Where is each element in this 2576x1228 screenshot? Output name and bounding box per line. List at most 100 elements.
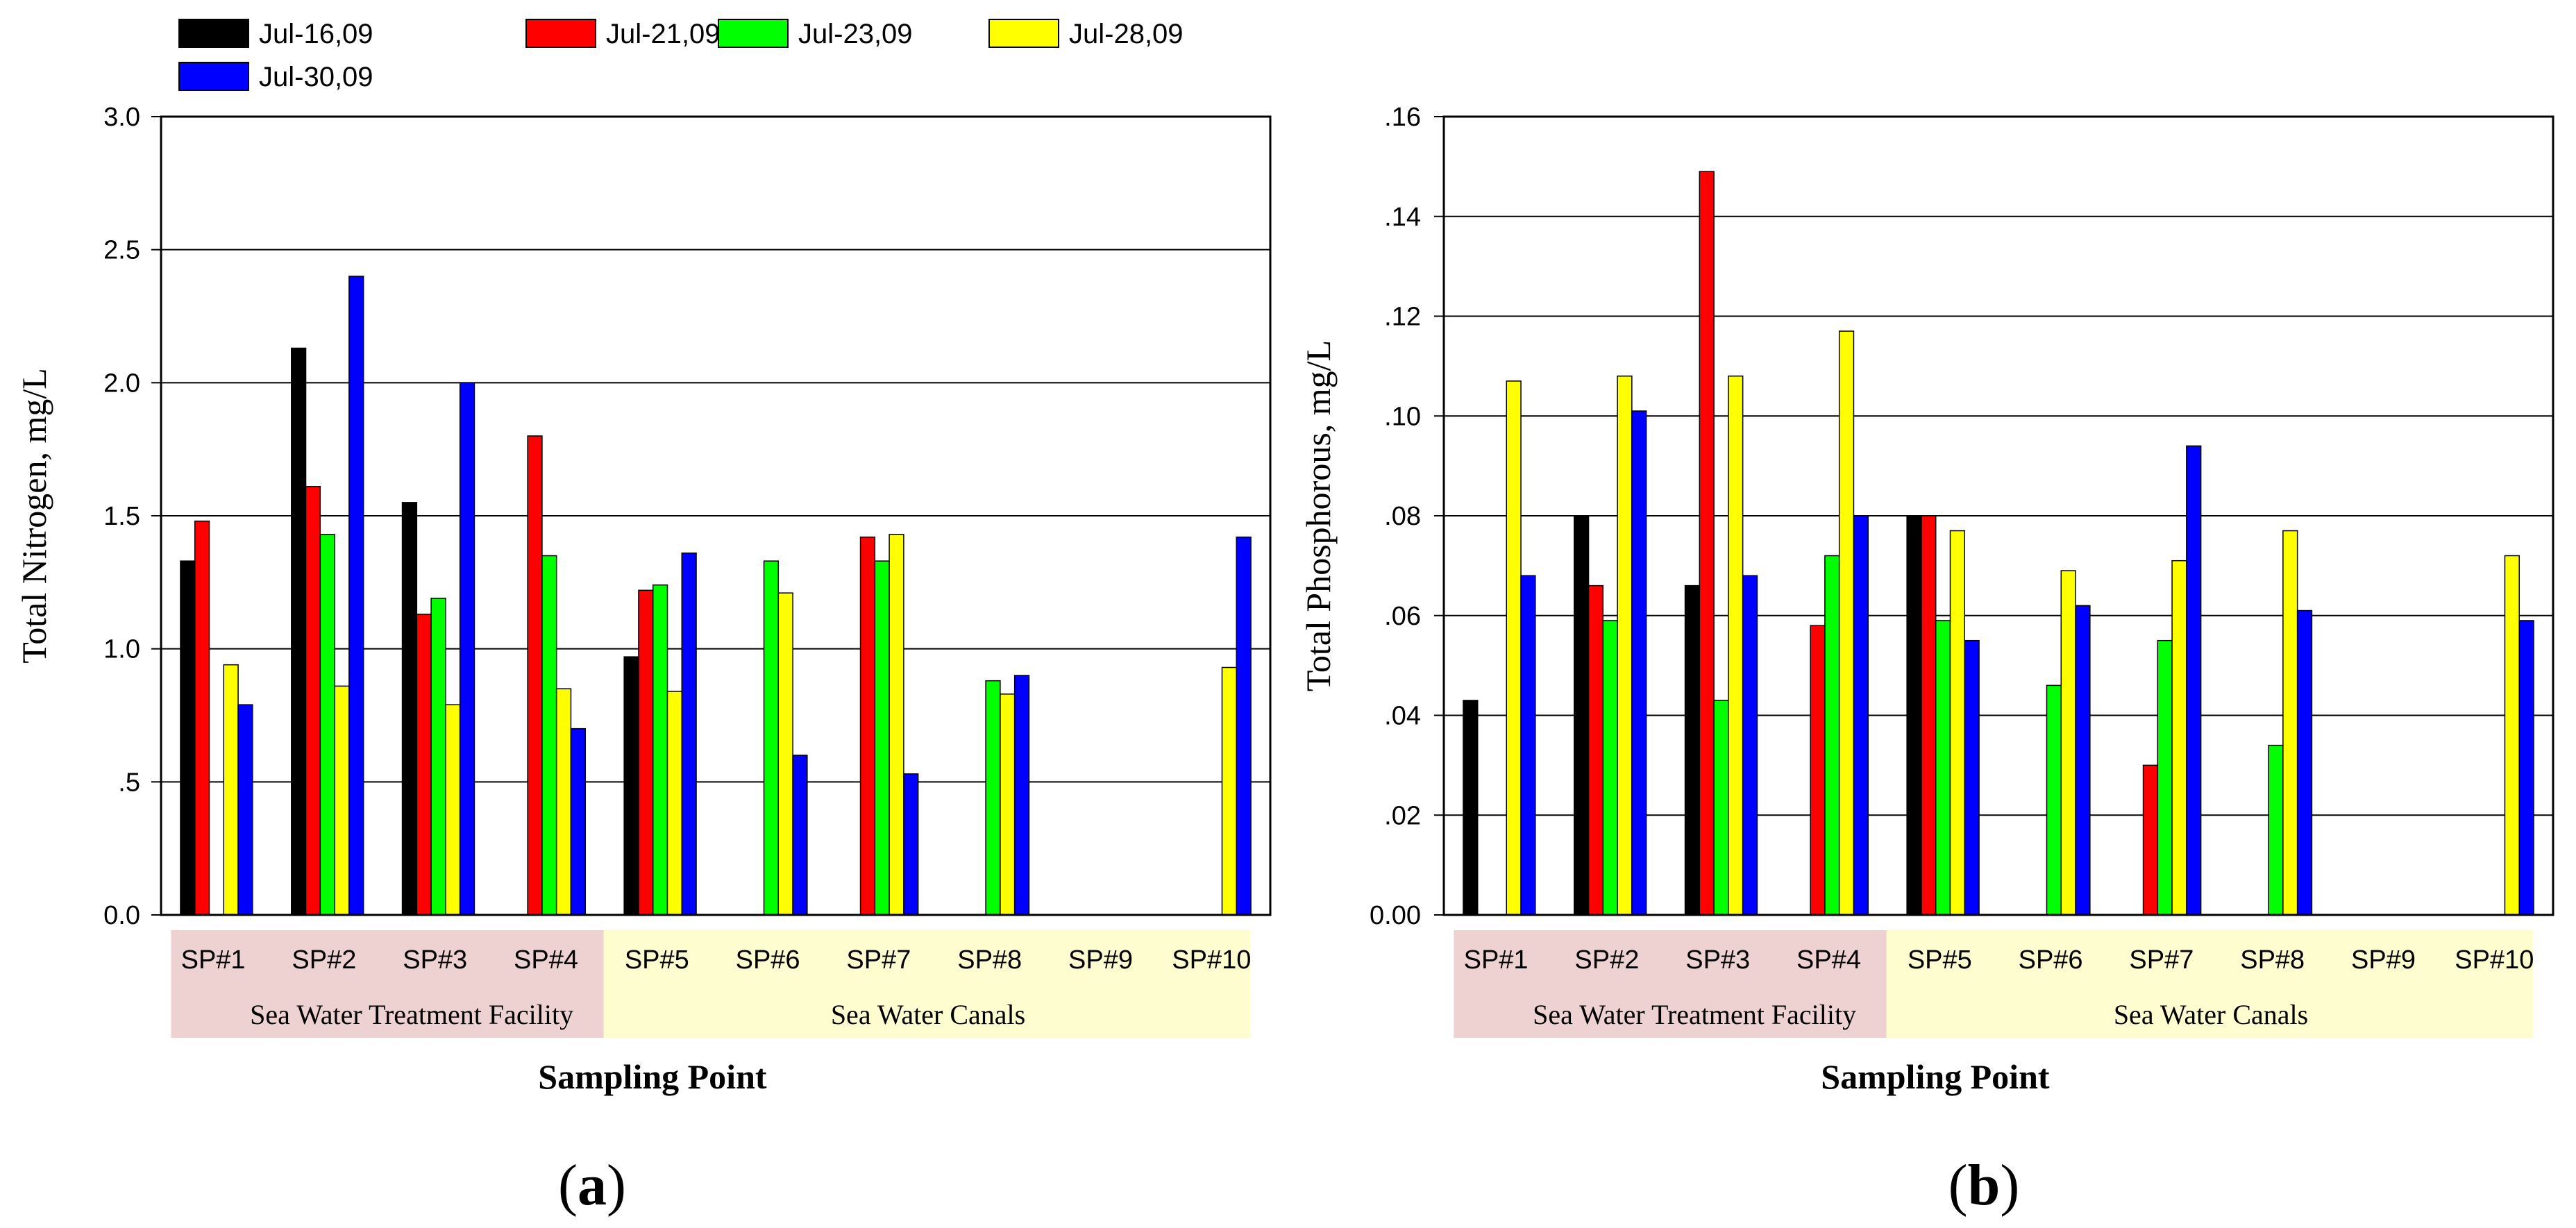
bar	[681, 552, 697, 916]
x-tick-label: SP#8	[2240, 945, 2305, 975]
bar	[874, 560, 890, 916]
bar	[1520, 575, 1536, 916]
bar	[1221, 666, 1238, 916]
category-group-label: Sea Water Canals	[831, 999, 1025, 1030]
x-tick-label: SP#7	[846, 945, 911, 975]
legend-swatch	[988, 19, 1059, 48]
category-group: Sea Water Canals	[603, 930, 1251, 1038]
legend-item: Jul-28,09	[988, 19, 1184, 49]
bar	[2282, 530, 2298, 916]
y-tick-label: .16	[1384, 103, 1421, 132]
y-tick-label: .06	[1384, 602, 1421, 631]
panel-label: (a)	[558, 1153, 626, 1218]
series	[1520, 410, 2534, 916]
bar	[570, 727, 586, 916]
series	[223, 534, 1238, 916]
category-group: Sea Water Treatment Facility	[1454, 930, 1918, 1038]
x-tick-label: SP#1	[1464, 945, 1529, 975]
x-tick-label: SP#10	[1172, 945, 1251, 975]
x-tick-label: SP#3	[403, 945, 467, 975]
bar	[638, 589, 654, 916]
bar	[430, 598, 446, 916]
bar	[1728, 376, 1744, 916]
bar	[416, 614, 432, 916]
x-tick-label: SP#7	[2129, 945, 2194, 975]
bar	[1713, 700, 1729, 916]
bar	[1463, 700, 1479, 916]
x-axis-title: Sampling Point	[1821, 1057, 2050, 1096]
x-tick-label: SP#8	[957, 945, 1022, 975]
bar	[527, 435, 543, 916]
bar	[401, 502, 418, 916]
bar	[1236, 536, 1252, 916]
x-tick-label: SP#9	[2351, 945, 2416, 975]
y-tick-label: .02	[1384, 801, 1421, 830]
bar	[1617, 376, 1633, 916]
y-tick-label: 0.0	[103, 901, 140, 930]
y-tick-label: .04	[1384, 702, 1421, 731]
bar	[348, 276, 364, 916]
x-tick-label: SP#3	[1685, 945, 1750, 975]
bar	[2186, 445, 2202, 916]
bar	[2046, 684, 2062, 916]
bar	[1742, 575, 1758, 916]
bar	[2504, 555, 2520, 916]
bar	[305, 486, 321, 916]
category-group-band	[603, 930, 1251, 1038]
bar	[985, 680, 1001, 916]
chart-total-nitrogen: Sea Water Treatment Facility Sea Water Ca…	[15, 103, 1272, 1218]
bar	[652, 584, 668, 916]
bar	[1000, 693, 1016, 916]
category-group-label: Sea Water Treatment Facility	[1533, 999, 1856, 1030]
legend-label: Jul-30,09	[259, 62, 373, 92]
bar	[859, 536, 876, 916]
y-tick-label: .10	[1384, 402, 1421, 431]
bar	[334, 685, 350, 916]
bar	[1631, 410, 1647, 916]
y-tick-label: .14	[1384, 203, 1421, 232]
bar	[777, 592, 793, 916]
category-group-band	[171, 930, 635, 1038]
bar	[2060, 570, 2076, 916]
bar	[2296, 609, 2313, 916]
y-tick-label: 2.5	[103, 236, 140, 265]
bar	[180, 560, 196, 916]
x-tick-label: SP#5	[1908, 945, 1972, 975]
chart-total-phosphorous: Sea Water Treatment Facility Sea Water Ca…	[1299, 103, 2554, 1218]
bar	[903, 773, 919, 916]
bar	[1964, 639, 1980, 916]
series	[319, 534, 1001, 916]
x-tick-label: SP#4	[1796, 945, 1861, 975]
bar	[1602, 620, 1618, 916]
bar	[291, 347, 307, 916]
legend-swatch	[178, 19, 249, 48]
x-tick-label: SP#6	[736, 945, 800, 975]
legend-item: Jul-30,09	[178, 62, 373, 92]
category-group-band	[1886, 930, 2534, 1038]
x-tick-label: SP#2	[1574, 945, 1639, 975]
y-tick-label: .12	[1384, 303, 1421, 332]
legend-swatch	[178, 62, 249, 91]
panel-label: (b)	[1948, 1153, 2020, 1218]
bar	[1684, 584, 1701, 916]
bar	[1949, 530, 1966, 916]
y-axis-title: Total Phosphorous, mg/L	[1299, 340, 1338, 691]
bar	[2171, 560, 2187, 916]
panel-letter: b	[1968, 1153, 2001, 1218]
series	[1602, 555, 2284, 916]
legend-label: Jul-21,09	[606, 19, 721, 49]
y-tick-label: 0.00	[1370, 901, 1421, 930]
category-group-label: Sea Water Treatment Facility	[250, 999, 573, 1030]
bar	[623, 656, 639, 916]
bar	[319, 534, 335, 916]
legend-swatch	[525, 19, 596, 48]
legend-swatch	[718, 19, 789, 48]
y-tick-label: 2.0	[103, 369, 140, 398]
bar	[1838, 330, 1855, 916]
bar	[541, 555, 557, 916]
bar	[2142, 764, 2159, 916]
bar	[459, 382, 475, 916]
category-group: Sea Water Canals	[1886, 930, 2534, 1038]
bar	[1906, 515, 1922, 916]
